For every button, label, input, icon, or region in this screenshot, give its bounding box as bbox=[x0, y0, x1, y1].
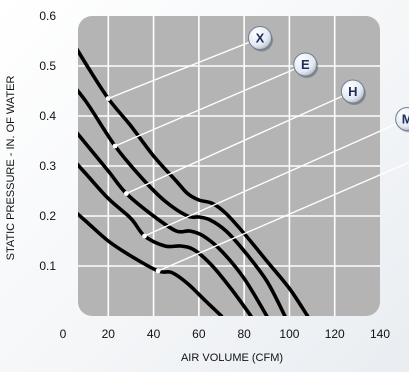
callout-bubble-h bbox=[340, 79, 365, 104]
callout-bubble-x bbox=[247, 26, 272, 50]
callout-bubble-m bbox=[395, 107, 409, 131]
callout-label-x: X bbox=[256, 31, 265, 46]
callout-label-m: M bbox=[402, 112, 409, 127]
y-tick-label: 0.5 bbox=[39, 59, 56, 73]
y-tick-label: 0.4 bbox=[39, 109, 56, 123]
x-tick-label: 20 bbox=[102, 327, 116, 341]
y-tick-label: 0.1 bbox=[39, 259, 56, 273]
tick-labels: 0 20 40 60 80 100 120 140 0.6 0.5 0.4 0.3 0.2 0.1 bbox=[39, 9, 390, 341]
callout-leader-e bbox=[114, 63, 306, 147]
x-axis-label: AIR VOLUME (CFM) bbox=[181, 352, 283, 364]
callout-label-h: H bbox=[348, 84, 357, 99]
x-tick-label: 80 bbox=[237, 327, 251, 341]
x-tick-label: 100 bbox=[279, 327, 299, 341]
callout-label-e: E bbox=[301, 57, 310, 72]
callout-dot-x bbox=[105, 96, 111, 101]
callout-layer: XEHML bbox=[105, 26, 409, 274]
callout-dot-l bbox=[155, 268, 161, 274]
y-tick-label: 0.6 bbox=[39, 9, 56, 23]
curve-x bbox=[78, 24, 310, 316]
x-tick-label: 0 bbox=[60, 327, 67, 341]
curve-m bbox=[78, 146, 253, 316]
callout-dot-m bbox=[142, 233, 147, 239]
x-tick-label: 40 bbox=[147, 327, 161, 341]
x-tick-label: 120 bbox=[325, 327, 345, 341]
x-tick-label: 140 bbox=[370, 327, 390, 341]
y-axis-label: STATIC PRESSURE - IN. OF WATER bbox=[5, 76, 17, 261]
curve-h bbox=[78, 114, 269, 316]
callout-dot-e bbox=[112, 143, 118, 149]
y-tick-label: 0.3 bbox=[39, 159, 56, 173]
callout-leader-m bbox=[144, 118, 408, 237]
callout-dot-h bbox=[124, 191, 129, 196]
callout-leader-x bbox=[108, 37, 261, 100]
y-tick-label: 0.2 bbox=[39, 209, 56, 223]
curve-layer bbox=[78, 24, 310, 316]
curve-e bbox=[78, 71, 287, 316]
callout-bubble-e bbox=[293, 52, 318, 77]
callout-leader-h bbox=[126, 90, 354, 195]
callout-leader-l bbox=[157, 161, 409, 272]
x-tick-label: 60 bbox=[192, 327, 206, 341]
